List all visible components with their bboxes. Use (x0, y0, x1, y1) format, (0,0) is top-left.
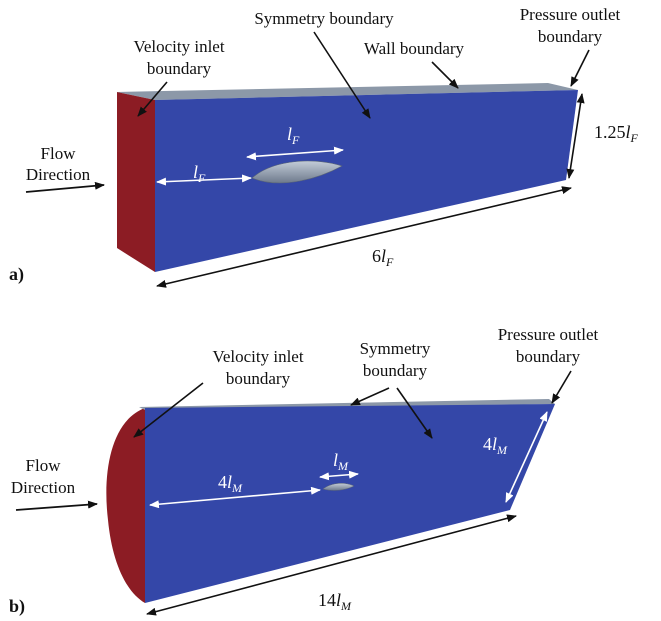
height-dim-b (505, 411, 548, 503)
model-body-b (322, 483, 355, 491)
panel-b: 4lM lM 4lM 14lM Flow Direction Velocity … (9, 325, 599, 617)
wall-label-a: Wall boundary (364, 39, 465, 58)
upstream-label-a: lF (193, 162, 206, 185)
top-face-a (117, 83, 578, 100)
symmetry-leader-b-top (350, 387, 390, 406)
pressure-outlet-leader-b (551, 370, 572, 404)
velocity-inlet-label-b-1: Velocity inlet (212, 347, 303, 366)
velocity-inlet-label-b-2: boundary (226, 369, 291, 388)
upstream-dim-b (149, 486, 321, 509)
velocity-inlet-label-a-1: Velocity inlet (133, 37, 224, 56)
velocity-inlet-label-a-2: boundary (147, 59, 212, 78)
flow-label-b-1: Flow (26, 456, 62, 475)
panel-a: lF lF 1.25lF 6lF Flow Direction Velocity… (9, 5, 639, 288)
pressure-outlet-label-a-2: boundary (538, 27, 603, 46)
length-dim-b (146, 514, 517, 616)
flow-label-a-2: Direction (26, 165, 91, 184)
upstream-dim-a (156, 174, 252, 186)
symmetry-leader-a (313, 31, 371, 119)
pressure-outlet-label-b-1: Pressure outlet (498, 325, 599, 344)
upstream-label-b: 4lM (218, 472, 243, 495)
symmetry-label-b-1: Symmetry (360, 339, 431, 358)
pressure-outlet-label-a-1: Pressure outlet (520, 5, 621, 24)
panel-tag-a: a) (9, 264, 24, 285)
length-dim-a (156, 186, 572, 288)
flow-arrow-a (25, 181, 105, 193)
model-length-dim-b (319, 470, 359, 481)
height-dim-a (566, 93, 585, 179)
domain-face-a (155, 90, 578, 272)
height-label-a: 1.25lF (594, 122, 639, 145)
pressure-outlet-leader-a (570, 49, 590, 87)
panel-tag-b: b) (9, 596, 25, 617)
height-label-b: 4lM (483, 434, 508, 457)
length-label-a: 6lF (372, 246, 394, 269)
flow-arrow-b (15, 500, 98, 511)
flow-label-b-2: Direction (11, 478, 76, 497)
fin-length-label-a: lF (287, 124, 300, 147)
wall-leader-a (431, 61, 459, 89)
length-label-b: 14lM (318, 590, 352, 613)
pressure-outlet-label-b-2: boundary (516, 347, 581, 366)
velocity-inlet-leader-b (133, 382, 204, 438)
symmetry-leader-b-face (396, 387, 433, 439)
flow-label-a-1: Flow (41, 144, 77, 163)
symmetry-label-b-2: boundary (363, 361, 428, 380)
velocity-inlet-leader-a (137, 81, 168, 117)
symmetry-label-a: Symmetry boundary (254, 9, 394, 28)
fin-length-dim-a (246, 146, 344, 161)
inlet-face-b (106, 408, 145, 603)
inlet-face-a (117, 92, 155, 272)
model-length-label-b: lM (333, 450, 349, 473)
fin-body-a (251, 160, 343, 184)
